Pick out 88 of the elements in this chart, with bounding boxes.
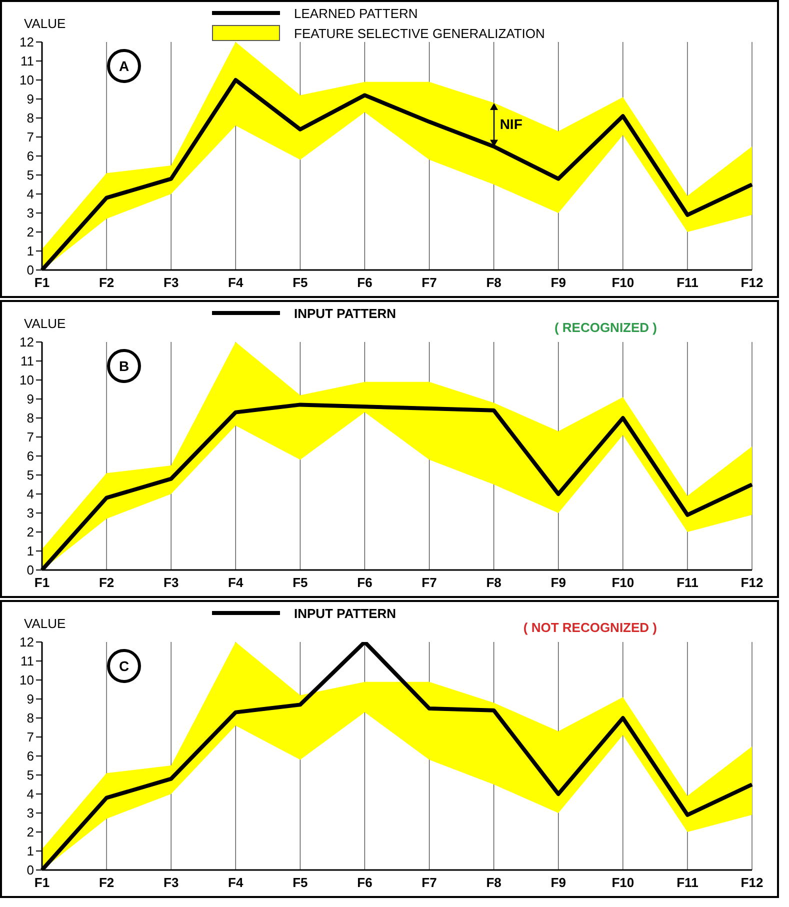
x-tick-label: F9 xyxy=(550,575,566,590)
y-tick-label: 8 xyxy=(26,410,34,426)
x-tick-label: F5 xyxy=(292,275,308,290)
y-tick-label: 1 xyxy=(26,544,34,559)
y-tick-label: 4 xyxy=(26,186,34,202)
y-tick-label: 1 xyxy=(26,844,34,859)
y-tick-label: 7 xyxy=(26,430,34,445)
y-tick-label: 3 xyxy=(26,806,34,821)
y-tick-label: 10 xyxy=(20,672,34,688)
x-tick-label: F8 xyxy=(486,275,502,290)
text: LEARNED PATTERN xyxy=(294,6,418,20)
y-tick-label: 6 xyxy=(26,148,34,164)
y-axis-title: VALUE xyxy=(24,16,66,31)
y-tick-label: 5 xyxy=(26,768,34,783)
x-tick-label: F3 xyxy=(164,275,179,290)
x-tick-label: F8 xyxy=(486,575,502,590)
y-tick-label: 9 xyxy=(26,92,34,107)
y-tick-label: 2 xyxy=(26,524,34,540)
y-axis-title: VALUE xyxy=(24,316,66,331)
x-tick-label: F10 xyxy=(612,275,634,290)
x-tick-label: F6 xyxy=(357,275,372,290)
x-tick-label: F4 xyxy=(228,875,244,890)
y-tick-label: 0 xyxy=(26,862,34,878)
y-tick-label: 11 xyxy=(20,654,34,669)
x-tick-label: F9 xyxy=(550,875,566,890)
y-tick-label: 7 xyxy=(26,130,34,145)
x-tick-label: F11 xyxy=(676,275,698,290)
x-tick-label: F6 xyxy=(357,575,372,590)
y-tick-label: 3 xyxy=(26,506,34,521)
y-tick-label: 4 xyxy=(26,786,34,802)
y-axis-title: VALUE xyxy=(24,616,66,631)
x-tick-label: F12 xyxy=(740,875,764,890)
annotation: B xyxy=(107,349,141,383)
x-tick-label: F3 xyxy=(164,575,179,590)
y-tick-label: 9 xyxy=(26,692,34,707)
annotation: A xyxy=(107,49,141,83)
x-tick-label: F2 xyxy=(98,575,114,590)
x-tick-label: F5 xyxy=(292,575,308,590)
y-tick-label: 1 xyxy=(26,244,34,259)
y-tick-label: 7 xyxy=(26,730,34,745)
x-tick-label: F7 xyxy=(422,275,437,290)
y-tick-label: 11 xyxy=(20,354,34,369)
y-tick-label: 8 xyxy=(26,110,34,126)
y-tick-label: 0 xyxy=(26,262,34,278)
x-tick-label: F11 xyxy=(676,875,698,890)
y-tick-label: 2 xyxy=(26,224,34,240)
x-tick-label: F11 xyxy=(676,575,698,590)
x-tick-label: F10 xyxy=(612,575,634,590)
y-tick-label: 3 xyxy=(26,206,34,221)
y-tick-label: 11 xyxy=(20,54,34,69)
x-tick-label: F2 xyxy=(98,275,114,290)
x-tick-label: F6 xyxy=(357,875,372,890)
y-tick-label: 12 xyxy=(20,334,34,350)
x-tick-label: F12 xyxy=(740,275,764,290)
text: ( NOT RECOGNIZED ) xyxy=(523,620,657,635)
y-tick-label: 9 xyxy=(26,392,34,407)
x-tick-label: F1 xyxy=(34,575,50,590)
text: INPUT PATTERN xyxy=(294,306,396,320)
text: FEATURE SELECTIVE GENERALIZATION xyxy=(294,26,545,40)
x-tick-label: F7 xyxy=(422,575,437,590)
y-tick-label: 12 xyxy=(20,634,34,650)
x-tick-label: F1 xyxy=(34,275,50,290)
y-tick-label: 5 xyxy=(26,168,34,183)
x-tick-label: F2 xyxy=(98,875,114,890)
x-tick-label: F9 xyxy=(550,275,566,290)
x-tick-label: F4 xyxy=(228,575,244,590)
x-tick-label: F8 xyxy=(486,875,502,890)
y-tick-label: 2 xyxy=(26,824,34,840)
x-tick-label: F5 xyxy=(292,875,308,890)
y-tick-label: 0 xyxy=(26,562,34,578)
x-tick-label: F1 xyxy=(34,875,50,890)
x-tick-label: F4 xyxy=(228,275,244,290)
x-tick-label: F10 xyxy=(612,875,634,890)
annotation: C xyxy=(107,649,141,683)
x-tick-label: F12 xyxy=(740,575,764,590)
y-tick-label: 8 xyxy=(26,710,34,726)
x-tick-label: F7 xyxy=(422,875,437,890)
text: INPUT PATTERN xyxy=(294,606,396,620)
x-tick-label: F3 xyxy=(164,875,179,890)
text: ( RECOGNIZED ) xyxy=(554,320,657,335)
y-tick-label: 5 xyxy=(26,468,34,483)
annotation: NIF xyxy=(500,116,522,132)
y-tick-label: 4 xyxy=(26,486,34,502)
y-tick-label: 10 xyxy=(20,372,34,388)
y-tick-label: 10 xyxy=(20,72,34,88)
y-tick-label: 6 xyxy=(26,748,34,764)
y-tick-label: 12 xyxy=(20,34,34,50)
y-tick-label: 6 xyxy=(26,448,34,464)
